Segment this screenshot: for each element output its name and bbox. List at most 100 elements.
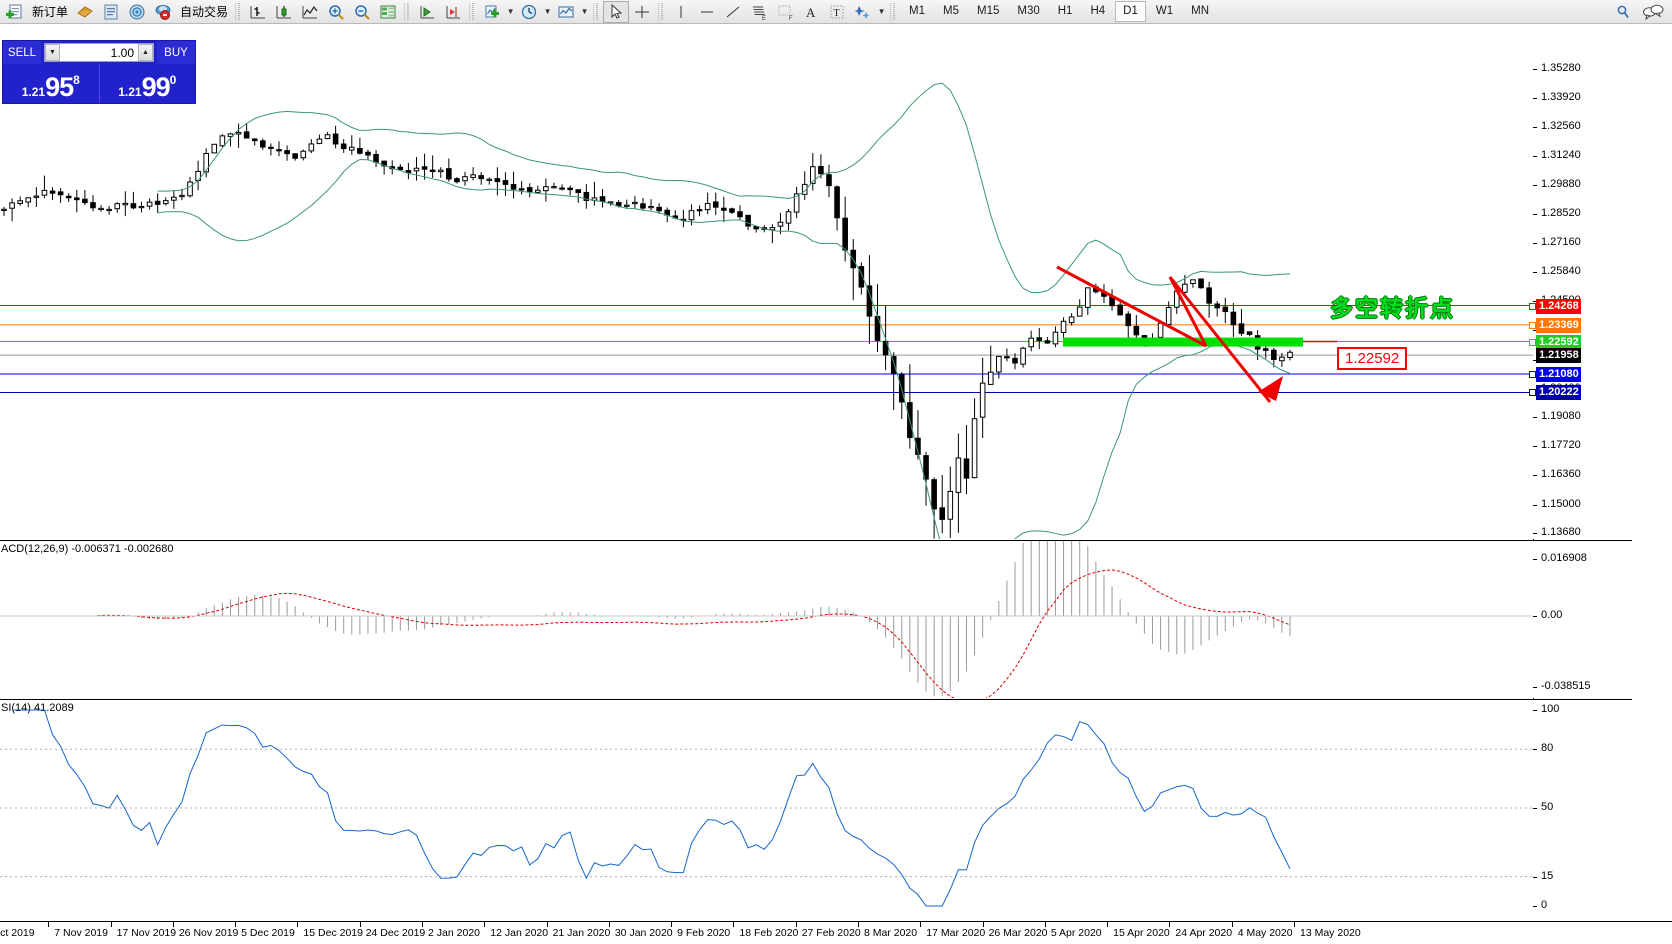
resistance-level-marker[interactable] [1529,302,1536,310]
current-price-level-label[interactable]: 1.21958 [1536,348,1581,364]
chat-icon[interactable] [1640,1,1666,23]
lower-level-label[interactable]: 1.20222 [1536,385,1581,401]
timeframe-m15[interactable]: M15 [977,5,1000,17]
shapes-icon[interactable] [850,1,876,23]
one-click-trading-panel[interactable]: SELL ▼ 1.00 ▲ BUY 1.21 95 8 1.21 99 0 [2,40,196,104]
lower-level-marker[interactable] [1529,389,1536,397]
candle-body [9,202,15,209]
templates-icon[interactable] [553,1,579,23]
shapes-dropdown-caret[interactable]: ▼ [877,7,886,16]
line-chart-icon[interactable] [297,1,323,23]
autotrading-icon[interactable] [150,1,176,23]
date-axis-label: 17 Mar 2020 [926,927,986,939]
price-tick [1533,446,1537,448]
timeframe-h1[interactable]: H1 [1057,5,1073,17]
price-tick [1533,98,1537,100]
chart-shift-icon[interactable] [440,1,466,23]
text-box-icon[interactable]: T [824,1,850,23]
horizontal-line-icon[interactable] [694,1,720,23]
bollinger-lower-band [157,159,1291,539]
volume-stepper[interactable]: ▼ 1.00 ▲ [44,43,154,62]
volume-decrease-button[interactable]: ▼ [45,44,60,61]
date-axis-tick [982,922,984,927]
sell-price-button[interactable]: 1.21 95 8 [3,64,99,103]
price-tick-label: 1.19080 [1541,410,1581,422]
support-level-marker[interactable] [1529,371,1536,379]
chinese-annotation: 多空转折点 [1330,295,1455,321]
tile-windows-icon[interactable] [375,1,401,23]
macd-panel[interactable]: ACD(12,26,9) -0.006371 -0.002680 [0,541,1672,698]
upper-level-marker[interactable] [1529,321,1536,329]
auto-scroll-icon[interactable] [414,1,440,23]
timeframe-m5[interactable]: M5 [943,5,959,17]
candle-body [122,202,129,206]
trend-line-up-1[interactable] [1168,276,1208,347]
fibonacci-icon[interactable]: E [746,1,772,23]
sell-button[interactable]: SELL [3,41,41,64]
signals-icon[interactable] [124,1,150,23]
zoom-out-icon[interactable] [349,1,375,23]
text-icon[interactable]: F [772,1,798,23]
vertical-line-icon[interactable] [668,1,694,23]
chart-area[interactable]: GBPUSD-,Daily 1.20853 1.22264 1.20835 1.… [0,24,1672,944]
candle-body [57,191,64,196]
date-axis-tick [1044,922,1046,927]
volume-increase-button[interactable]: ▲ [138,44,153,61]
support-zone-rectangle[interactable] [1063,337,1303,347]
bar-chart-icon[interactable] [245,1,271,23]
timeframe-h4[interactable]: H4 [1090,5,1106,17]
timeframe-w1[interactable]: W1 [1155,5,1174,17]
pivot-level-marker[interactable] [1529,338,1536,346]
buy-button[interactable]: BUY [157,41,195,64]
candle-body [276,149,282,152]
resistance-level-label[interactable]: 1.24268 [1536,298,1581,314]
text-label-icon[interactable]: A [798,1,824,23]
volume-value[interactable]: 1.00 [60,44,138,61]
price-panel[interactable] [0,24,1672,539]
templates-dropdown-caret[interactable]: ▼ [580,7,589,16]
date-axis-label: 26 Mar 2020 [988,927,1048,939]
date-axis-tick [1169,922,1171,927]
trend-line-down-2[interactable] [1168,276,1272,403]
new-order-button[interactable]: 新订单 [32,5,69,19]
rsi-panel[interactable]: SI(14) 41.2089 [0,700,1672,921]
date-axis-label: 27 Feb 2020 [801,927,861,939]
timeframe-m30[interactable]: M30 [1017,5,1040,17]
svg-text:F: F [789,16,793,21]
buy-price-button[interactable]: 1.21 99 0 [98,64,196,103]
indicators-dropdown-caret[interactable]: ▼ [506,7,515,16]
candle-body [235,131,242,135]
date-axis-label: 26 Nov 2019 [178,927,239,939]
expert-advisors-icon[interactable] [72,1,98,23]
candle-body [947,490,954,520]
autotrading-button[interactable]: 自动交易 [180,5,229,19]
candle-body [1190,279,1196,284]
trendline-icon[interactable] [720,1,746,23]
indicators-icon[interactable] [479,1,505,23]
zoom-in-icon[interactable] [323,1,349,23]
candle-body [33,195,40,198]
candlestick-chart-icon[interactable] [271,1,297,23]
period-dropdown-caret[interactable]: ▼ [543,7,552,16]
magnifier-icon[interactable] [1610,1,1636,23]
trend-line-down-1[interactable] [1056,265,1207,348]
data-window-icon[interactable] [98,1,124,23]
candle-body [1012,357,1018,364]
candle-body [284,150,290,155]
cursor-icon[interactable] [603,0,630,23]
candle-body [826,174,832,187]
timeframe-m1[interactable]: M1 [909,5,926,17]
timeframe-d1[interactable]: D1 [1115,1,1146,22]
upper-level-label[interactable]: 1.23369 [1536,317,1581,333]
price-tick-label: 1.32560 [1541,120,1581,133]
candle-body [462,176,468,182]
timeframe-mn[interactable]: MN [1191,5,1209,17]
pivot-level-label[interactable]: 1.22592 [1536,334,1581,350]
candle-body [429,169,436,173]
crosshair-icon[interactable] [629,1,655,23]
macd-tick [1533,687,1537,688]
period-icon[interactable] [516,1,542,23]
support-level-label[interactable]: 1.21080 [1536,367,1581,383]
new-order-icon[interactable] [2,1,28,23]
date-axis-label: 12 Jan 2020 [490,927,549,939]
